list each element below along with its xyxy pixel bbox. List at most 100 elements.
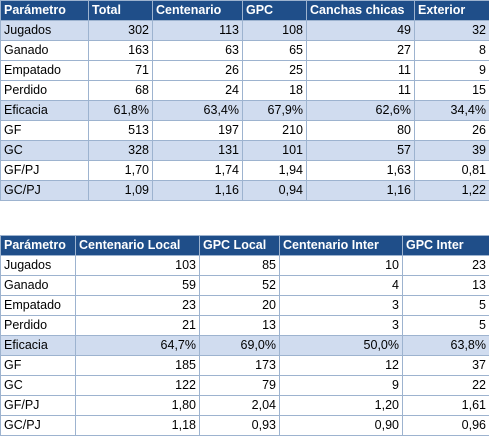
table-cell: 103	[75, 255, 200, 276]
table-cell: 210	[242, 120, 307, 141]
table-cell: 20	[199, 295, 280, 316]
table-cell: 108	[242, 20, 307, 41]
row-label: GF/PJ	[0, 395, 76, 416]
table-cell: 1,18	[75, 415, 200, 436]
table-cell: 1,70	[88, 160, 153, 181]
table-row: Ganado 59 52 4 13	[0, 275, 489, 296]
table-cell: 24	[152, 80, 243, 101]
table-cell: 26	[152, 60, 243, 81]
column-header: Centenario	[152, 0, 243, 21]
table-cell: 1,63	[306, 160, 415, 181]
table-cell: 9	[414, 60, 489, 81]
table-cell: 23	[402, 255, 489, 276]
table-cell: 1,16	[152, 180, 243, 201]
table-cell: 69,0%	[199, 335, 280, 356]
table-cell: 1,20	[279, 395, 403, 416]
table-cell: 59	[75, 275, 200, 296]
table-cell: 67,9%	[242, 100, 307, 121]
row-label: Jugados	[0, 255, 76, 276]
table-cell: 5	[402, 315, 489, 336]
table-body: Jugados 302 113 108 49 32 Ganado 163 63 65 27 8 Empa…	[0, 20, 489, 201]
table-cell: 1,22	[414, 180, 489, 201]
stats-table-top: Parámetro Total Centenario GPC Canchas c…	[0, 0, 489, 201]
table-cell: 64,7%	[75, 335, 200, 356]
column-header: GPC Local	[199, 235, 280, 256]
table-cell: 4	[279, 275, 403, 296]
table-cell: 63,8%	[402, 335, 489, 356]
row-label: Ganado	[0, 275, 76, 296]
table-cell: 57	[306, 140, 415, 161]
table-cell: 23	[75, 295, 200, 316]
table-cell: 173	[199, 355, 280, 376]
table-cell: 11	[306, 60, 415, 81]
row-label: Perdido	[0, 315, 76, 336]
row-label: Eficacia	[0, 100, 89, 121]
table-cell: 13	[402, 275, 489, 296]
table-cell: 9	[279, 375, 403, 396]
header-row: Parámetro Total Centenario GPC Canchas c…	[0, 0, 489, 21]
table-cell: 52	[199, 275, 280, 296]
table-row: Jugados 302 113 108 49 32	[0, 20, 489, 41]
table-cell: 1,61	[402, 395, 489, 416]
table-cell: 12	[279, 355, 403, 376]
table-cell: 302	[88, 20, 153, 41]
table-cell: 1,16	[306, 180, 415, 201]
table-row: Perdido 21 13 3 5	[0, 315, 489, 336]
table-cell: 50,0%	[279, 335, 403, 356]
table-row: Ganado 163 63 65 27 8	[0, 40, 489, 61]
table-row: Jugados 103 85 10 23	[0, 255, 489, 276]
row-label: GF	[0, 355, 76, 376]
table-cell: 80	[306, 120, 415, 141]
table-cell: 0,93	[199, 415, 280, 436]
table-cell: 71	[88, 60, 153, 81]
row-label: Eficacia	[0, 335, 76, 356]
table-row: GF 185 173 12 37	[0, 355, 489, 376]
table-cell: 37	[402, 355, 489, 376]
column-header: Centenario Local	[75, 235, 200, 256]
table-row: Eficacia 61,8% 63,4% 67,9% 62,6% 34,4%	[0, 100, 489, 121]
table-cell: 1,74	[152, 160, 243, 181]
column-header: Canchas chicas	[306, 0, 415, 21]
row-label: GC	[0, 140, 89, 161]
table-cell: 5	[402, 295, 489, 316]
table-cell: 101	[242, 140, 307, 161]
table-cell: 25	[242, 60, 307, 81]
table-cell: 113	[152, 20, 243, 41]
column-header: Exterior	[414, 0, 489, 21]
table-cell: 3	[279, 295, 403, 316]
table-cell: 163	[88, 40, 153, 61]
table-cell: 3	[279, 315, 403, 336]
table-cell: 0,96	[402, 415, 489, 436]
table-cell: 62,6%	[306, 100, 415, 121]
table-cell: 15	[414, 80, 489, 101]
table-cell: 61,8%	[88, 100, 153, 121]
table-cell: 0,94	[242, 180, 307, 201]
table-cell: 122	[75, 375, 200, 396]
table-cell: 21	[75, 315, 200, 336]
table-row: GC 328 131 101 57 39	[0, 140, 489, 161]
table-row: GF 513 197 210 80 26	[0, 120, 489, 141]
table-row: Eficacia 64,7% 69,0% 50,0% 63,8%	[0, 335, 489, 356]
table-cell: 8	[414, 40, 489, 61]
table-row: GF/PJ 1,80 2,04 1,20 1,61	[0, 395, 489, 416]
row-label: Perdido	[0, 80, 89, 101]
table-cell: 65	[242, 40, 307, 61]
table-cell: 13	[199, 315, 280, 336]
table-body: Jugados 103 85 10 23 Ganado 59 52 4 13 Empatado 23 2…	[0, 255, 489, 436]
column-header: Centenario Inter	[279, 235, 403, 256]
table-cell: 22	[402, 375, 489, 396]
table-cell: 63	[152, 40, 243, 61]
table-row: GC 122 79 9 22	[0, 375, 489, 396]
table-cell: 513	[88, 120, 153, 141]
table-cell: 39	[414, 140, 489, 161]
table-row: GC/PJ 1,18 0,93 0,90 0,96	[0, 415, 489, 436]
table-row: GF/PJ 1,70 1,74 1,94 1,63 0,81	[0, 160, 489, 181]
row-label: Jugados	[0, 20, 89, 41]
table-cell: 27	[306, 40, 415, 61]
table-row: Empatado 23 20 3 5	[0, 295, 489, 316]
table-cell: 185	[75, 355, 200, 376]
table-cell: 11	[306, 80, 415, 101]
table-row: GC/PJ 1,09 1,16 0,94 1,16 1,22	[0, 180, 489, 201]
column-header: Parámetro	[0, 0, 89, 21]
table-cell: 0,81	[414, 160, 489, 181]
